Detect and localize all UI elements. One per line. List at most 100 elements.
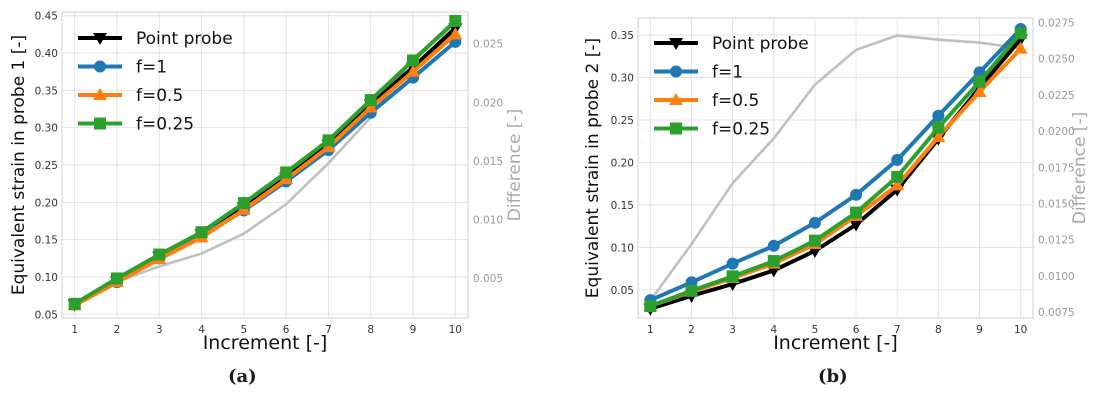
x-tick-label: 4 (770, 324, 777, 336)
data-point (644, 300, 657, 313)
chart-b: 1 2 3 4 5 6 7 8 9 10 0.05 0.10 0.15 0.20 0.25 0.30 0.35 0… (583, 17, 1090, 354)
y-tick-label: 0.40 (35, 48, 58, 60)
plot-area (637, 17, 1034, 319)
x-tick-label: 3 (156, 324, 163, 336)
data-point (972, 84, 987, 97)
y2-tick-label: 0.0250 (1038, 54, 1075, 66)
y2-tick-label: 0.025 (473, 39, 503, 51)
data-point (1014, 27, 1027, 40)
legend: Point probe f=1 f=0.5 f=0.25 (654, 34, 809, 140)
y-tick-label: 0.10 (35, 272, 58, 284)
data-point (237, 197, 250, 210)
data-point (890, 178, 905, 191)
x-tick-label: 8 (935, 324, 942, 336)
x-tick-label: 2 (688, 324, 695, 336)
data-point (1013, 41, 1028, 54)
y-tick-label: 0.30 (35, 123, 58, 135)
legend-marker (670, 122, 682, 135)
legend-marker (94, 60, 106, 73)
data-point (767, 239, 780, 252)
x-tick-label: 6 (853, 324, 860, 336)
data-point (891, 170, 904, 183)
y2-tick-label: 0.010 (473, 215, 503, 227)
x-axis-label: Increment [-] (203, 332, 328, 354)
data-point (932, 109, 945, 122)
y-tick-label: 0.05 (611, 285, 634, 297)
x-tick-label: 5 (812, 324, 819, 336)
data-point (685, 284, 698, 297)
y2-axis-label: Difference [-] (505, 109, 525, 221)
data-point (363, 100, 378, 113)
x-tick-label: 7 (894, 324, 901, 336)
x-tick-label: 5 (241, 324, 248, 336)
data-point (808, 216, 821, 229)
x-tick-label: 1 (71, 324, 78, 336)
y-tick-label: 0.35 (35, 85, 58, 97)
y-axis-label: Equivalent strain in probe 1 [-] (9, 35, 29, 295)
data-point (364, 94, 377, 107)
y2-tick-label: 0.0075 (1038, 307, 1075, 319)
y2-axis-label: Difference [-] (1070, 112, 1090, 224)
x-tick-label: 3 (729, 324, 736, 336)
x-tick-label: 2 (114, 324, 121, 336)
y-tick-label: 0.20 (35, 197, 58, 209)
data-point (931, 129, 946, 142)
legend-label: Point probe (136, 29, 233, 49)
x-tick-label: 10 (1014, 324, 1027, 336)
legend-marker (669, 38, 683, 50)
data-point (849, 219, 864, 232)
series-3 (68, 14, 462, 310)
y-tick-label: 0.45 (35, 11, 58, 23)
data-point (407, 54, 420, 67)
data-point (449, 14, 462, 27)
data-point (448, 27, 463, 40)
legend-marker (93, 33, 107, 45)
y2-tick-label: 0.015 (473, 156, 503, 168)
legend-label: f=0.5 (712, 91, 759, 111)
y-tick-label: 0.35 (611, 30, 634, 42)
series-line (649, 32, 1023, 308)
y-tick-label: 0.15 (611, 200, 634, 212)
data-point (68, 297, 81, 310)
y-tick-label: 0.25 (611, 115, 634, 127)
x-tick-label: 8 (367, 324, 374, 336)
y-tick-label: 0.15 (35, 235, 58, 247)
y-tick-label: 0.05 (35, 309, 58, 321)
y-tick-label: 0.20 (611, 157, 634, 169)
legend-marker (669, 93, 683, 105)
y2-tick-label: 0.020 (473, 97, 503, 109)
legend-label: Point probe (712, 34, 809, 54)
caption-a: (a) (228, 366, 257, 387)
legend-marker (94, 117, 106, 130)
legend: Point probe f=1 f=0.5 f=0.25 (78, 29, 233, 135)
data-point (726, 270, 739, 283)
y2-tick-label: 0.0100 (1038, 271, 1075, 283)
data-point (850, 188, 863, 201)
legend-marker (670, 65, 682, 78)
data-point (195, 226, 208, 239)
x-tick-label: 9 (410, 324, 417, 336)
y2-tick-label: 0.0225 (1038, 90, 1075, 102)
legend-marker (93, 88, 107, 100)
x-tick-label: 10 (449, 324, 462, 336)
y-tick-label: 0.30 (611, 72, 634, 84)
data-point (726, 257, 739, 270)
data-point (808, 234, 821, 247)
y2-tick-label: 0.0125 (1038, 235, 1075, 247)
y2-tick-label: 0.0200 (1038, 126, 1075, 138)
x-tick-label: 9 (976, 324, 983, 336)
data-point (850, 206, 863, 219)
legend-label: f=0.25 (712, 120, 770, 140)
y2-tick-label: 0.0275 (1038, 17, 1075, 29)
difference-line (649, 34, 1021, 302)
series-line (649, 27, 1023, 303)
x-tick-label: 6 (283, 324, 290, 336)
x-tick-label: 4 (198, 324, 205, 336)
series-3 (644, 27, 1027, 313)
data-point (322, 134, 335, 147)
y2-tick-label: 0.0150 (1038, 199, 1075, 211)
legend-label: f=1 (712, 63, 743, 83)
y-tick-label: 0.10 (611, 242, 634, 254)
data-point (280, 166, 293, 179)
